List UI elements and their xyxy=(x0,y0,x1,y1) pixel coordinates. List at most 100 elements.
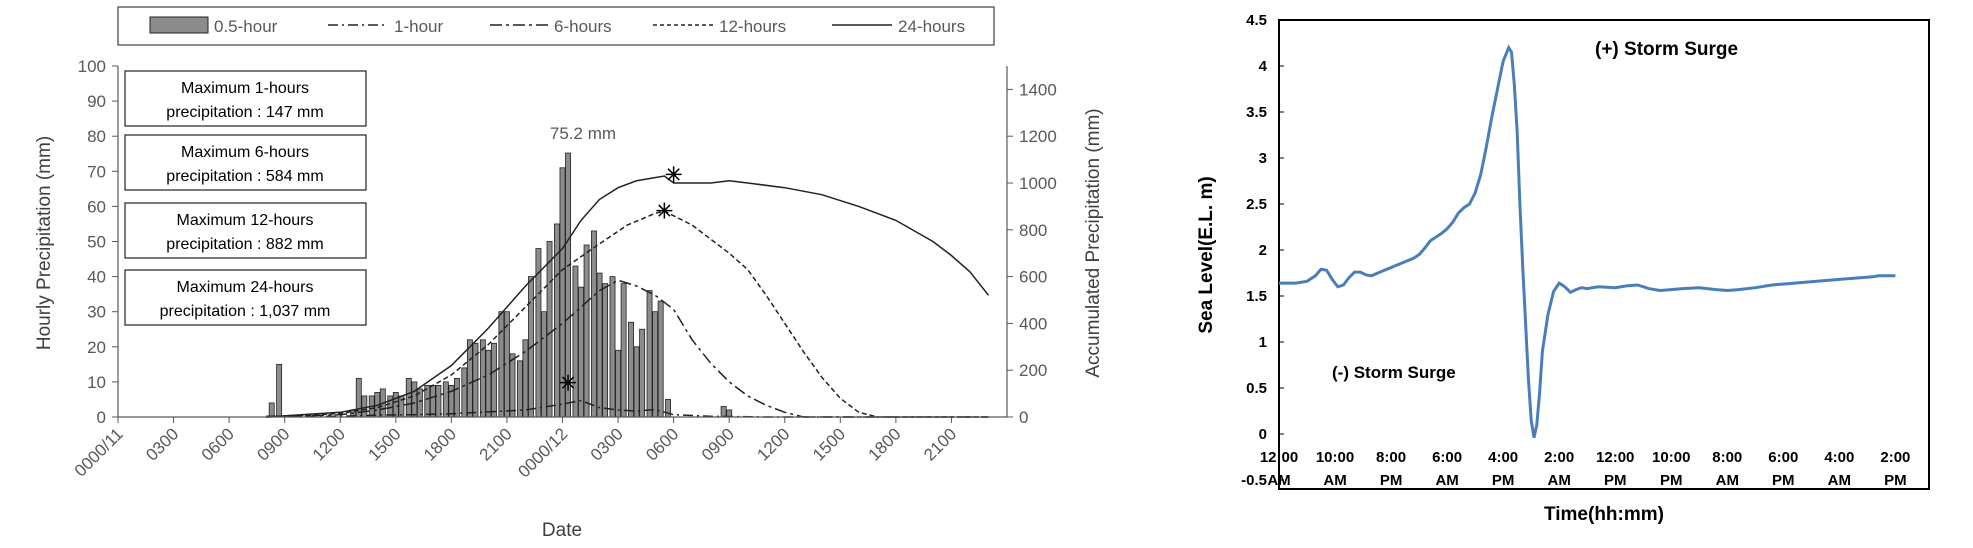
max-12h-box-frame xyxy=(124,202,367,259)
y-tick-label: 60 xyxy=(87,197,106,216)
x-ticks: 0000/11 0300 0600 0900 1200 1500 1800 21000000/… xyxy=(71,417,960,481)
precip-bar xyxy=(541,311,547,418)
precip-bar xyxy=(361,395,368,418)
accumulated-lines xyxy=(266,166,990,418)
precip-bar xyxy=(633,346,640,418)
x-tick-label: 2100 xyxy=(476,424,516,464)
sea-level-x-tick-ampm: AM xyxy=(1828,472,1851,489)
x-tick-label: 0900 xyxy=(253,424,293,464)
sea-level-x-tick-ampm: AM xyxy=(1267,472,1290,489)
sea-level-x-tick-ampm: AM xyxy=(1323,472,1346,489)
precip-bar xyxy=(628,321,634,418)
sea-level-y-tick-label: 2 xyxy=(1259,242,1267,259)
legend-box xyxy=(117,6,995,46)
sea-level-x-tick-ampm: AM xyxy=(1435,472,1458,489)
marker-24-hours xyxy=(665,166,682,183)
y-tick-label: 30 xyxy=(87,303,106,322)
precip-bar xyxy=(442,381,449,418)
precip-bar xyxy=(646,290,653,418)
line-12-hours xyxy=(266,210,989,418)
x-tick-label: 1800 xyxy=(420,424,460,464)
sea-level-x-tick-time: 4:00 xyxy=(1824,449,1854,466)
precip-bar xyxy=(454,377,460,418)
precip-bar xyxy=(276,363,283,418)
marker-1-hour-stroke xyxy=(561,376,575,389)
precip-bar xyxy=(485,349,492,418)
x-tick-label: 1200 xyxy=(309,424,349,464)
precip-bar xyxy=(596,272,603,418)
precip-bar xyxy=(522,339,529,418)
precip-bar xyxy=(583,244,590,418)
x-tick-label: 0300 xyxy=(142,424,182,464)
sea-level-x-tick-time: 8:00 xyxy=(1712,449,1742,466)
sea-level-y-tick-label: 0 xyxy=(1259,426,1267,443)
max-6h-line2: precipitation : 584 mm xyxy=(166,168,323,185)
x-tick-label: 2100 xyxy=(920,424,960,464)
sea-level-y-tick-label: 1 xyxy=(1259,334,1267,351)
x-tick-label: 0000/12 xyxy=(514,424,571,481)
legend-label-h6: 6-hours xyxy=(554,17,612,36)
y2-tick-label: 1200 xyxy=(1019,127,1057,146)
precip-bar xyxy=(615,349,621,418)
sea-level-x-tick-time: 6:00 xyxy=(1432,449,1462,466)
legend-label-h1: 1-hour xyxy=(394,17,443,36)
max-24h-box-frame xyxy=(124,269,367,326)
y-tick-label: 40 xyxy=(87,268,106,287)
sea-level-x-axis-title: Time(hh:mm) xyxy=(1544,504,1664,525)
precip-bar xyxy=(720,406,727,418)
y-axis-title: Hourly Precipitation (mm) xyxy=(34,136,55,350)
sea-level-x-tick-time: 8:00 xyxy=(1376,449,1406,466)
sea-level-line xyxy=(1279,44,1896,439)
y-tick-label: 80 xyxy=(87,127,106,146)
max-1h-line2: precipitation : 147 mm xyxy=(166,104,323,121)
sea-level-x-tick-time: 4:00 xyxy=(1488,449,1518,466)
precip-bar xyxy=(429,385,436,418)
legend-label-h24: 24-hours xyxy=(898,17,965,36)
sea-level-y-ticks: 4.5 4 3.5 3 2.5 2 1.5 1 0.5 0 -0.5 xyxy=(1241,12,1284,489)
y-tick-label: 50 xyxy=(87,233,106,252)
precip-bar xyxy=(516,360,523,418)
y-tick-label: 0 xyxy=(97,408,106,427)
y2-tick-label: 1400 xyxy=(1019,80,1057,99)
sea-level-x-tick-time: 10:00 xyxy=(1316,449,1354,466)
sea-level-x-tick-time: 12:00 xyxy=(1596,449,1634,466)
sea-level-y-tick-label: 4.5 xyxy=(1246,12,1267,29)
max-1h-box: Maximum 1-hours precipitation : 147 mm xyxy=(124,70,367,127)
precipitation-chart: 0.5-hour 1-hour 6-hours 12-hours 24-hour… xyxy=(34,6,1104,541)
legend: 0.5-hour 1-hour 6-hours 12-hours 24-hour… xyxy=(117,6,995,46)
marker-24-hours-stroke xyxy=(667,168,680,181)
y2-tick-label: 200 xyxy=(1019,361,1047,380)
precip-bar xyxy=(657,300,664,418)
legend-label-bar: 0.5-hour xyxy=(214,17,278,36)
max-6h-box-frame xyxy=(124,134,367,191)
precip-bar xyxy=(466,339,473,418)
precip-bar xyxy=(392,392,399,418)
sea-level-x-tick-ampm: PM xyxy=(1660,472,1683,489)
max-24h-box: Maximum 24-hours precipitation : 1,037 m… xyxy=(124,269,367,326)
x-tick-label: 0000/11 xyxy=(71,424,127,480)
x-tick-label: 1500 xyxy=(809,424,849,464)
legend-label-h12: 12-hours xyxy=(719,17,786,36)
precip-bar xyxy=(620,283,627,418)
precip-bar xyxy=(591,230,597,418)
x-tick-label: 1500 xyxy=(364,424,404,464)
precip-bar xyxy=(498,311,505,418)
precip-bar xyxy=(435,385,442,418)
x-axis-title: Date xyxy=(542,520,582,541)
x-tick-label: 0900 xyxy=(698,424,738,464)
storm-surge-negative-label: (-) Storm Surge xyxy=(1332,363,1456,382)
precip-bar xyxy=(461,367,468,418)
max-24h-line2: precipitation : 1,037 mm xyxy=(160,303,331,320)
y2-axis-title: Accumulated Precipitation (mm) xyxy=(1083,108,1104,377)
legend-swatch-bar xyxy=(149,16,209,34)
sea-level-x-tick-ampm: AM xyxy=(1716,472,1739,489)
line-24-hours xyxy=(266,175,990,418)
sea-level-y-tick-label: 0.5 xyxy=(1246,380,1267,397)
sea-level-x-tick-ampm: PM xyxy=(1772,472,1795,489)
y2-tick-label: 0 xyxy=(1019,408,1028,427)
x-tick-label: 0300 xyxy=(587,424,627,464)
sea-level-x-tick-ampm: PM xyxy=(1604,472,1627,489)
y-tick-label: 90 xyxy=(87,92,106,111)
sea-level-y-tick-label: -0.5 xyxy=(1241,472,1267,489)
